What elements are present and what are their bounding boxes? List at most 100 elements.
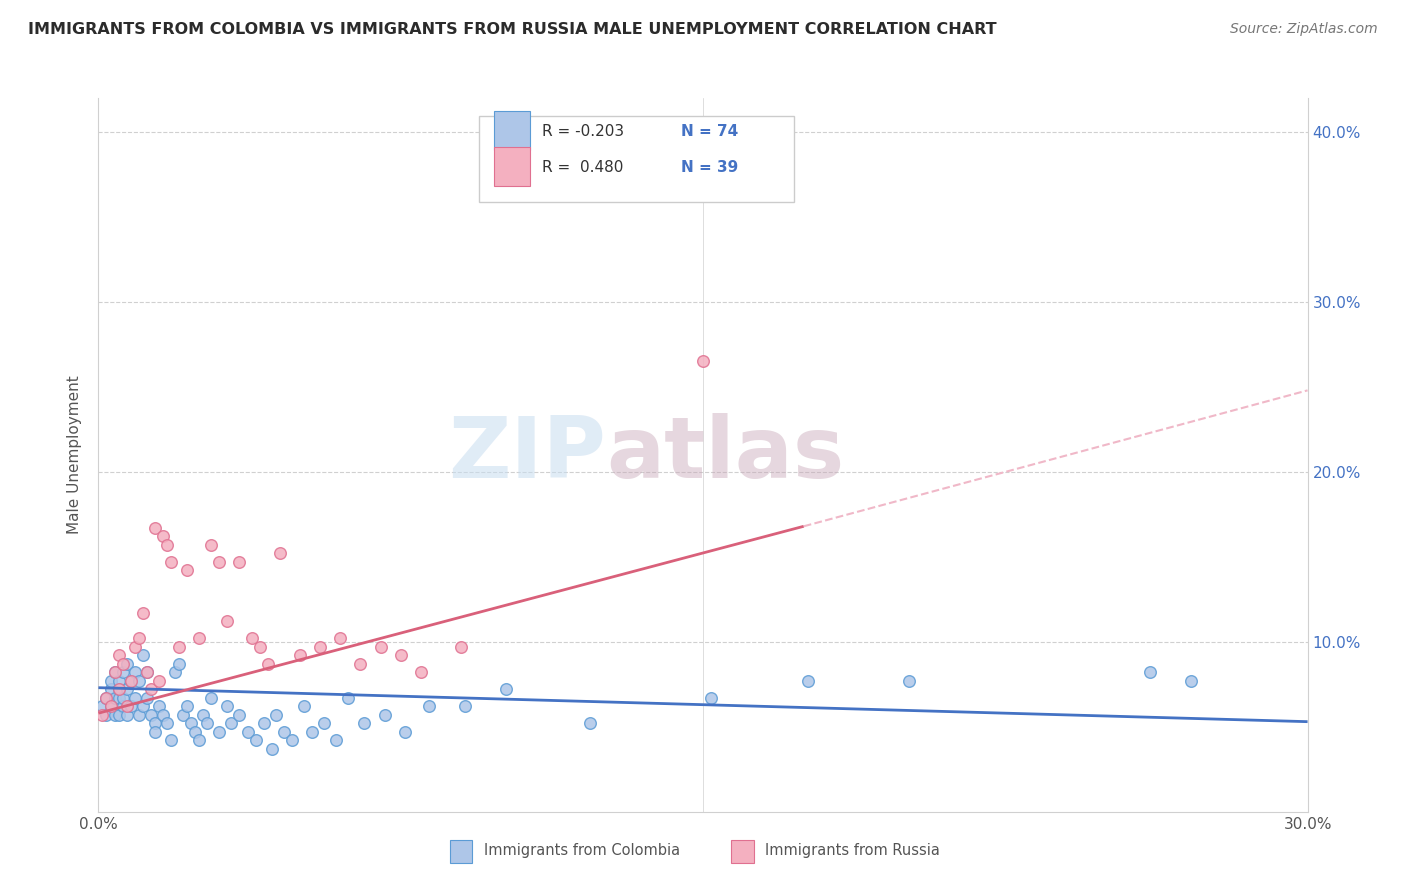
Point — [172, 707, 194, 722]
Point — [128, 632, 150, 646]
Point — [143, 521, 166, 535]
Point — [135, 690, 157, 705]
Text: Immigrants from Colombia: Immigrants from Colombia — [484, 844, 679, 858]
Point — [124, 665, 146, 680]
Point — [208, 555, 231, 569]
Point — [245, 733, 267, 747]
Point — [1180, 673, 1202, 688]
Point — [107, 682, 129, 697]
Point — [163, 665, 186, 680]
Point — [374, 707, 396, 722]
Point — [353, 716, 375, 731]
Text: N = 74: N = 74 — [682, 124, 738, 139]
Point — [111, 699, 134, 714]
Point — [103, 707, 125, 722]
Point — [897, 673, 920, 688]
Point — [281, 733, 304, 747]
Text: N = 39: N = 39 — [682, 160, 738, 175]
Point — [269, 546, 291, 560]
Point — [100, 699, 122, 714]
Point — [288, 648, 311, 663]
Point — [143, 716, 166, 731]
Point — [135, 665, 157, 680]
Point — [193, 707, 215, 722]
Point — [418, 699, 440, 714]
Point — [107, 682, 129, 697]
Text: R = -0.203: R = -0.203 — [543, 124, 624, 139]
Point — [208, 724, 231, 739]
Point — [249, 640, 271, 654]
Text: R =  0.480: R = 0.480 — [543, 160, 623, 175]
Point — [139, 707, 162, 722]
Point — [454, 699, 477, 714]
Point — [314, 716, 336, 731]
Point — [148, 673, 170, 688]
Point — [217, 615, 239, 629]
Text: atlas: atlas — [606, 413, 845, 497]
Point — [115, 657, 138, 671]
Point — [264, 707, 287, 722]
Point — [389, 648, 412, 663]
Point — [111, 657, 134, 671]
Text: Source: ZipAtlas.com: Source: ZipAtlas.com — [1230, 22, 1378, 37]
Point — [152, 707, 174, 722]
Point — [100, 673, 122, 688]
Bar — [494, 111, 530, 150]
Point — [240, 632, 263, 646]
Point — [160, 733, 183, 747]
Point — [273, 724, 295, 739]
Point — [309, 640, 332, 654]
Point — [195, 716, 218, 731]
Point — [200, 538, 222, 552]
Point — [107, 690, 129, 705]
Point — [143, 724, 166, 739]
Point — [107, 707, 129, 722]
Point — [156, 538, 179, 552]
Point — [103, 665, 125, 680]
Text: IMMIGRANTS FROM COLOMBIA VS IMMIGRANTS FROM RUSSIA MALE UNEMPLOYMENT CORRELATION: IMMIGRANTS FROM COLOMBIA VS IMMIGRANTS F… — [28, 22, 997, 37]
Point — [292, 699, 315, 714]
Point — [200, 690, 222, 705]
Point — [124, 640, 146, 654]
Point — [132, 699, 155, 714]
Point — [160, 555, 183, 569]
Point — [221, 716, 243, 731]
Point — [96, 707, 118, 722]
Point — [128, 707, 150, 722]
Point — [217, 699, 239, 714]
Point — [409, 665, 432, 680]
Bar — [479, 116, 793, 202]
Point — [329, 632, 352, 646]
Point — [176, 699, 198, 714]
Point — [111, 665, 134, 680]
Point — [156, 716, 179, 731]
Point — [139, 682, 162, 697]
Point — [167, 657, 190, 671]
Point — [184, 724, 207, 739]
Point — [120, 699, 142, 714]
Point — [96, 690, 118, 705]
Point — [91, 699, 114, 714]
Point — [188, 632, 211, 646]
Point — [1139, 665, 1161, 680]
Point — [692, 354, 714, 368]
Point — [107, 648, 129, 663]
Point — [96, 690, 118, 705]
Point — [132, 648, 155, 663]
Point — [120, 673, 142, 688]
Point — [115, 699, 138, 714]
Point — [579, 716, 602, 731]
Point — [180, 716, 202, 731]
Point — [337, 690, 360, 705]
Point — [124, 690, 146, 705]
Point — [700, 690, 723, 705]
Point — [111, 690, 134, 705]
Point — [148, 699, 170, 714]
Text: Immigrants from Russia: Immigrants from Russia — [765, 844, 939, 858]
Point — [450, 640, 472, 654]
Point — [325, 733, 347, 747]
Point — [797, 673, 820, 688]
Y-axis label: Male Unemployment: Male Unemployment — [67, 376, 83, 534]
Point — [135, 665, 157, 680]
Text: ZIP: ZIP — [449, 413, 606, 497]
